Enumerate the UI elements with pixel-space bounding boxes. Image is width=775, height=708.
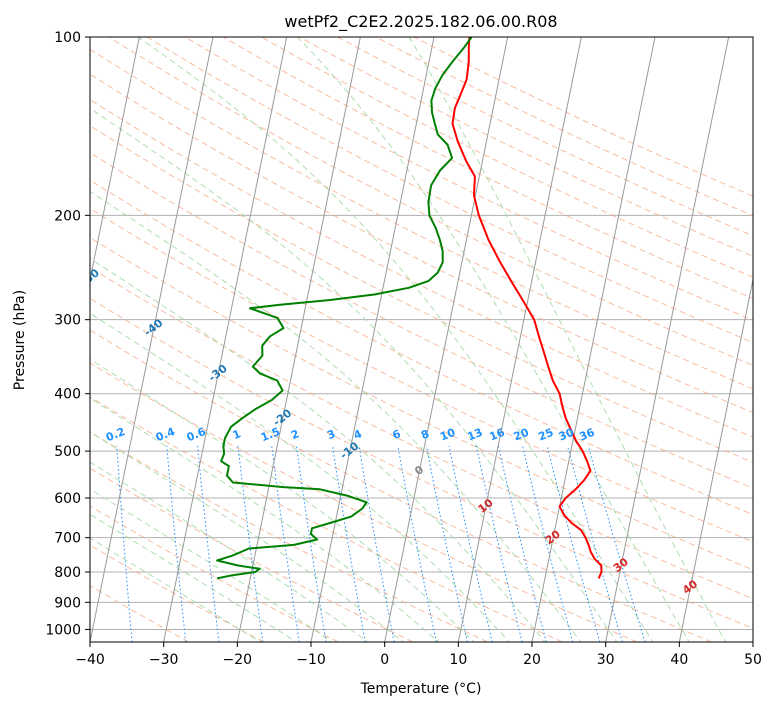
y-tick-label: 700 <box>54 531 81 547</box>
x-tick-label: −40 <box>75 652 105 668</box>
x-tick-label: −30 <box>149 652 179 668</box>
mixing-ratio-label: 3 <box>325 427 337 442</box>
isotherm-line <box>678 277 753 642</box>
x-tick-label: 50 <box>744 652 762 668</box>
mixing-ratio-line <box>397 445 437 642</box>
isotherm-line <box>605 37 730 642</box>
isotherm-line <box>163 37 288 642</box>
moist-adiabat <box>90 537 262 642</box>
dry-adiabat <box>90 207 753 543</box>
y-axis-title: Pressure (hPa) <box>12 290 28 390</box>
x-tick-label: 10 <box>449 652 467 668</box>
mixing-ratio-line <box>587 445 646 642</box>
mixing-ratio-line <box>567 445 623 642</box>
x-tick-label: 30 <box>597 652 615 668</box>
mixing-ratio-line <box>295 445 327 642</box>
isotherm-line <box>310 37 435 642</box>
y-tick-label: 500 <box>54 444 81 460</box>
mixing-ratio-line <box>546 445 601 642</box>
y-tick-label: 1000 <box>45 622 81 638</box>
mixing-ratio-line <box>166 445 187 642</box>
dry-adiabat <box>90 362 638 642</box>
y-tick-label: 300 <box>54 313 81 329</box>
mixing-ratio-label: 16 <box>488 426 507 444</box>
moist-adiabat <box>137 37 654 642</box>
moist-adiabat <box>90 358 475 642</box>
moist-adiabat <box>90 257 546 642</box>
dry-adiabat <box>90 73 753 414</box>
dry-adiabat <box>90 329 712 642</box>
mixing-ratio-label: 30 <box>557 426 576 444</box>
x-tick-label: 0 <box>380 652 389 668</box>
moist-adiabat <box>90 190 582 642</box>
dewpoint-profile-line <box>216 37 473 580</box>
isotherm-line <box>90 37 214 642</box>
x-tick-label: 40 <box>670 652 688 668</box>
temperature-profile-line <box>451 37 603 579</box>
mixing-ratio-line <box>332 445 366 642</box>
dry-adiabat <box>90 297 753 629</box>
x-tick-label: 20 <box>523 652 541 668</box>
y-tick-label: 100 <box>54 30 81 46</box>
mixing-ratio-line <box>475 445 523 642</box>
mixing-ratio-line <box>522 445 574 642</box>
dry-adiabat <box>90 396 563 642</box>
mixing-ratio-label: 20 <box>512 426 531 444</box>
mixing-ratio-line <box>497 445 547 642</box>
mixing-ratio-line <box>271 445 300 642</box>
y-tick-label: 200 <box>54 208 81 224</box>
mixing-ratio-label: 10 <box>438 426 457 444</box>
dry-adiabat <box>184 37 753 321</box>
mixing-ratio-label: 36 <box>577 426 596 444</box>
dry-adiabat <box>90 505 339 642</box>
axes-ticks-layer: −40 −30 −20 −10 0 10 20 30 40 50 100 200 300 400 500 60… <box>45 30 762 668</box>
mixing-ratio-line <box>425 445 468 642</box>
isotherm-line <box>531 37 656 642</box>
reference-lines-layer <box>90 37 753 642</box>
chart-title: wetPf2_C2E2.2025.182.06.00.R08 <box>284 12 557 32</box>
mixing-ratio-label: 1 <box>231 427 243 442</box>
x-tick-label: −20 <box>223 652 253 668</box>
grid-layer <box>90 37 753 630</box>
profile-series-layer <box>216 37 603 580</box>
isotherm-line <box>90 37 140 283</box>
dry-adiabat <box>90 48 753 390</box>
moist-adiabat <box>90 461 369 642</box>
mixing-ratio-label: 25 <box>536 426 555 444</box>
isotherm-line <box>457 37 582 642</box>
y-tick-label: 600 <box>54 491 81 507</box>
dry-adiabat <box>90 585 190 642</box>
mixing-ratio-label: 13 <box>465 426 484 444</box>
x-tick-label: −10 <box>296 652 326 668</box>
mixing-ratio-label: 8 <box>419 427 431 442</box>
moist-adiabat <box>90 513 298 642</box>
moist-adiabat <box>90 107 618 642</box>
x-axis-title: Temperature (°C) <box>360 681 482 697</box>
dry-adiabat <box>90 237 753 571</box>
plot-frame <box>89 36 754 643</box>
mixing-ratio-line <box>448 445 493 642</box>
y-tick-label: 800 <box>54 565 81 581</box>
isotherm-line <box>384 37 509 642</box>
moist-adiabat <box>90 431 405 642</box>
mixing-ratio-line <box>116 445 133 642</box>
dry-adiabat <box>90 431 488 642</box>
dry-adiabat <box>146 37 753 344</box>
dry-adiabat <box>90 125 753 463</box>
dry-adiabat <box>90 152 753 489</box>
dry-adiabat <box>90 267 753 600</box>
mixing-ratio-line <box>197 445 220 642</box>
mixing-ratio-label: 2 <box>289 427 301 442</box>
moist-adiabat <box>296 37 690 642</box>
mixing-ratio-line <box>237 445 264 642</box>
y-tick-label: 400 <box>54 387 81 403</box>
moist-adiabat <box>408 37 727 642</box>
isotherm-line <box>236 37 361 642</box>
y-tick-label: 900 <box>54 595 81 611</box>
moist-adiabat <box>90 397 440 642</box>
